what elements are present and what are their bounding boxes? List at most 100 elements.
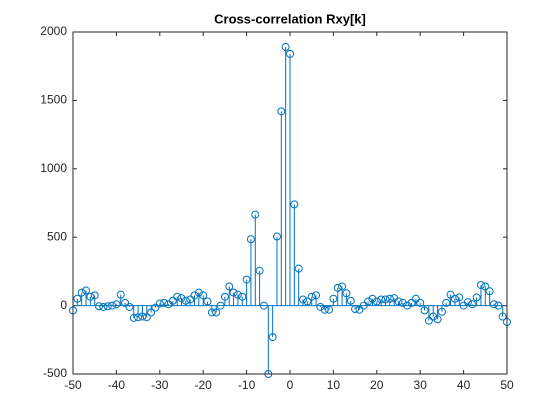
stem-marker <box>82 286 91 295</box>
stem-marker <box>355 305 364 314</box>
x-tick-label: 20 <box>370 378 384 392</box>
stem-marker <box>429 312 438 321</box>
stem-marker <box>411 294 420 303</box>
stem-marker <box>325 305 334 314</box>
stem-marker <box>268 333 277 342</box>
stem-marker <box>312 291 321 300</box>
stem-marker <box>73 294 82 303</box>
stem-marker <box>359 301 368 310</box>
stem-marker <box>181 296 190 305</box>
stem-marker <box>160 298 169 307</box>
chart-title: Cross-correlation Rxy[k] <box>214 11 366 26</box>
stem-marker <box>203 297 212 306</box>
stem-marker <box>498 312 507 321</box>
stem-marker <box>77 288 86 297</box>
stem-marker <box>455 293 464 302</box>
stem-marker <box>229 288 238 297</box>
stem-marker <box>220 292 229 301</box>
stem-marker <box>238 292 247 301</box>
stem-marker <box>112 300 121 309</box>
stem-marker <box>216 301 225 310</box>
stem-marker <box>199 291 208 300</box>
stem-marker <box>403 301 412 310</box>
stem-marker <box>173 292 182 301</box>
stem-marker <box>142 313 151 322</box>
stem-marker <box>472 293 481 302</box>
stem-marker <box>377 295 386 304</box>
stem-marker <box>481 282 490 291</box>
x-tick-label: 50 <box>500 378 514 392</box>
stem-marker <box>251 210 260 219</box>
stem-marker <box>125 302 134 311</box>
stem-marker <box>424 316 433 325</box>
x-tick-label: 0 <box>287 378 294 392</box>
stem-marker <box>489 300 498 309</box>
stem-marker <box>277 107 286 116</box>
stem-marker <box>372 297 381 306</box>
stem-marker <box>86 292 95 301</box>
stem-marker <box>342 289 351 298</box>
stem-marker <box>485 287 494 296</box>
stem-marker <box>242 275 251 284</box>
stem-marker <box>138 312 147 321</box>
stem-marker <box>286 49 294 58</box>
stem-marker <box>420 306 429 315</box>
stem-marker <box>246 235 255 244</box>
stem-marker <box>437 307 446 316</box>
stem-marker <box>108 301 117 310</box>
stem-marker <box>303 297 312 306</box>
y-tick-label: 2000 <box>40 24 67 38</box>
stem-marker <box>134 313 143 322</box>
stem-marker <box>281 43 290 52</box>
stem-marker <box>255 266 264 275</box>
y-tick-label: 0 <box>60 298 67 312</box>
stem-marker <box>329 294 338 303</box>
x-tick-label: 40 <box>457 378 471 392</box>
stem-marker <box>333 283 342 292</box>
x-tick-label: 10 <box>327 378 341 392</box>
x-tick-label: -20 <box>195 378 213 392</box>
stem-marker <box>290 200 299 209</box>
stem-marker <box>338 282 347 291</box>
stem-marker <box>450 294 459 303</box>
stem-marker <box>476 281 485 290</box>
x-tick-label: -40 <box>108 378 126 392</box>
stem-marker <box>381 295 390 304</box>
stem-marker <box>116 290 125 299</box>
stem-marker <box>207 308 216 317</box>
stem-marker <box>368 294 377 303</box>
stem-marker <box>155 299 164 308</box>
stem-marker <box>259 301 268 310</box>
stem-marker <box>385 294 394 303</box>
stem-marker <box>99 302 108 311</box>
stem-marker <box>129 313 138 322</box>
stem-marker <box>294 264 303 273</box>
stem-marker <box>442 298 451 307</box>
x-tick-label: -30 <box>151 378 169 392</box>
stem-marker <box>177 294 186 303</box>
x-tick-label: -50 <box>64 378 82 392</box>
stem-marker <box>433 315 442 324</box>
stem-marker <box>416 298 425 307</box>
x-tick-label: 30 <box>414 378 428 392</box>
stem-marker <box>121 298 130 307</box>
y-tick-label: 1500 <box>40 93 67 107</box>
stem-marker <box>320 305 329 314</box>
stem-marker <box>364 297 373 306</box>
x-tick-label: -10 <box>238 378 256 392</box>
stem-marker <box>151 303 160 312</box>
y-tick-label: -500 <box>43 366 67 380</box>
stem-marker <box>494 301 503 310</box>
stem-marker <box>147 308 156 317</box>
stem-marker <box>394 297 403 306</box>
stem-marker <box>398 298 407 307</box>
stem-marker <box>407 298 416 307</box>
stem-marker <box>446 290 455 299</box>
stem-marker <box>233 290 242 299</box>
stem-marker <box>463 298 472 307</box>
stem-marker <box>168 296 177 305</box>
stem-marker <box>95 302 104 311</box>
